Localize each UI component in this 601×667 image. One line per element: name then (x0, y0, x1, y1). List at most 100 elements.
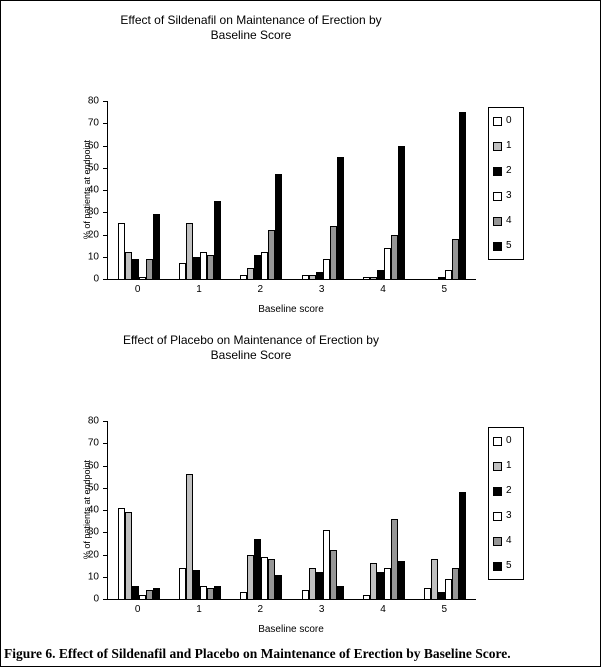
x-tick-label: 2 (257, 604, 264, 615)
bar-series-1 (308, 567, 316, 599)
bar-group (117, 101, 160, 279)
legend-swatch (493, 191, 502, 201)
bar-series-2 (376, 270, 384, 279)
bar-series-4 (329, 550, 337, 599)
y-tick-mark (103, 279, 107, 280)
bar-series-2 (131, 258, 139, 279)
bar-series-4 (206, 254, 214, 279)
y-tick-label: 40 (87, 504, 99, 516)
bar-series-2 (254, 254, 262, 279)
bar-series-2 (438, 276, 446, 279)
bar-series-5 (213, 585, 221, 599)
y-tick-label: 0 (93, 593, 99, 605)
legend-swatch (493, 486, 502, 496)
legend-label: 1 (506, 140, 512, 151)
legend-swatch (493, 116, 502, 126)
bar-group (301, 421, 344, 599)
bar-series-4 (268, 558, 276, 599)
legend-label: 2 (506, 165, 512, 176)
bar-series-0 (178, 567, 186, 599)
bar-series-5 (213, 201, 221, 279)
bar-series-1 (247, 267, 255, 279)
x-tick-label: 4 (380, 284, 386, 295)
bar-series-3 (261, 252, 269, 279)
bar-series-3 (322, 258, 330, 279)
y-tick-mark (103, 443, 107, 445)
bar-group (301, 101, 344, 279)
y-tick-label: 70 (87, 117, 99, 129)
y-tick-mark (103, 421, 107, 422)
bar-series-0 (117, 223, 125, 279)
y-tick-label: 50 (87, 162, 99, 174)
y-tick-label: 60 (87, 460, 99, 471)
bar-series-1 (185, 474, 193, 599)
bar-series-5 (336, 585, 344, 599)
legend-swatch (493, 216, 502, 226)
bar-series-4 (452, 567, 460, 599)
bar-series-4 (390, 234, 398, 279)
bar-series-1 (308, 274, 316, 279)
legend-label: 5 (506, 240, 512, 251)
legend-item: 5 (493, 241, 519, 251)
y-tick-label: 40 (87, 184, 99, 196)
bar-series-0 (178, 263, 186, 279)
bar-series-0 (240, 274, 248, 279)
y-tick-label: 20 (87, 549, 99, 560)
legend-label: 0 (506, 115, 512, 126)
y-tick-mark (103, 101, 107, 102)
bar-series-0 (301, 590, 309, 599)
legend-swatch (493, 536, 502, 546)
bar-series-2 (376, 572, 384, 599)
y-tick-label: 70 (87, 437, 99, 449)
bar-series-2 (131, 585, 139, 599)
bar-series-1 (124, 512, 132, 599)
bar-series-1 (431, 558, 439, 599)
y-tick-label: 0 (93, 273, 99, 285)
sildenafil-chart: Effect of Sildenafil on Maintenance of E… (1, 1, 600, 321)
bar-series-0 (117, 507, 125, 599)
x-tick-label: 5 (441, 284, 448, 295)
y-tick-mark (103, 487, 107, 489)
legend-swatch (493, 561, 502, 571)
bar-series-5 (459, 112, 467, 279)
y-tick-label: 60 (87, 140, 99, 151)
bar-series-0 (424, 587, 432, 599)
legend-item: 5 (493, 561, 519, 571)
y-tick-label: 80 (87, 415, 99, 427)
x-tick-label: 0 (134, 284, 141, 295)
y-tick-mark (103, 532, 107, 534)
y-tick-label: 10 (87, 251, 99, 263)
legend-item: 0 (493, 116, 519, 126)
bar-series-4 (329, 225, 337, 279)
legend: 0 1 2 3 4 5 (488, 107, 524, 260)
x-labels: 0 1 2 3 4 5 (107, 284, 475, 295)
x-tick-label: 2 (257, 284, 264, 295)
plot-area (107, 421, 476, 600)
legend-label: 0 (506, 435, 512, 446)
x-tick-label: 1 (196, 604, 202, 615)
y-tick-mark (103, 123, 107, 125)
legend-label: 4 (506, 535, 512, 546)
y-tick-mark (103, 256, 107, 258)
legend-item: 2 (493, 486, 519, 496)
legend: 0 1 2 3 4 5 (488, 427, 524, 580)
y-tick-mark (103, 145, 107, 147)
bar-series-4 (390, 518, 398, 599)
bar-series-3 (383, 247, 391, 279)
bar-series-1 (369, 276, 377, 279)
bar-series-4 (206, 587, 214, 599)
bar-series-4 (268, 230, 276, 279)
y-tick-mark (103, 510, 107, 511)
bar-series-5 (459, 492, 467, 599)
legend-item: 2 (493, 166, 519, 176)
bar-series-2 (315, 272, 323, 279)
bar-series-0 (301, 274, 309, 279)
legend-label: 4 (506, 215, 512, 226)
legend-item: 3 (493, 191, 519, 201)
legend-label: 3 (506, 510, 512, 521)
legend-swatch (493, 461, 502, 471)
bar-group (362, 421, 405, 599)
bar-series-0 (362, 276, 370, 279)
bar-series-2 (315, 572, 323, 599)
